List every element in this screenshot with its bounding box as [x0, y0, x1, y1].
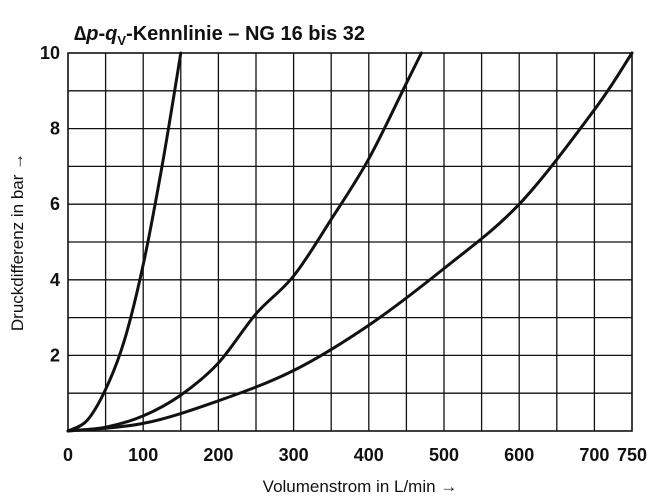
grid [68, 53, 632, 431]
x-tick-label: 300 [279, 445, 309, 465]
y-tick-label: 6 [50, 194, 60, 214]
title-p: p [85, 23, 98, 45]
title-subscript: V [117, 33, 126, 48]
title-rest: -Kennlinie – NG 16 bis 32 [126, 23, 365, 45]
y-tick-label: 4 [50, 270, 60, 290]
title-dash: - [98, 23, 105, 45]
tick-labels: 0 100 200 300 400 500 600 700 750 2 4 6 8 10 [40, 43, 647, 465]
y-tick-label: 2 [50, 345, 60, 365]
x-tick-label: 400 [354, 445, 384, 465]
curves [66, 51, 634, 433]
series-line-3 [66, 51, 634, 433]
x-tick-label: 700 [579, 445, 609, 465]
series-line-2 [66, 51, 423, 433]
y-tick-label: 8 [50, 119, 60, 139]
x-tick-label: 0 [63, 445, 73, 465]
series-line-1 [66, 51, 183, 433]
x-tick-label: 600 [504, 445, 534, 465]
y-tick-label: 10 [40, 43, 60, 63]
y-axis-label: Druckdifferenz in bar → [8, 153, 27, 331]
x-tick-label: 500 [429, 445, 459, 465]
x-tick-label: 100 [128, 445, 158, 465]
chart-title: ∆p-qV-Kennlinie – NG 16 bis 32 [74, 23, 365, 48]
plot-frame [67, 52, 633, 432]
title-q: q [105, 23, 117, 45]
x-axis-label: Volumenstrom in L/min → [263, 477, 458, 496]
x-tick-label: 200 [203, 445, 233, 465]
x-tick-label: 750 [617, 445, 647, 465]
title-delta: ∆ [74, 23, 86, 45]
